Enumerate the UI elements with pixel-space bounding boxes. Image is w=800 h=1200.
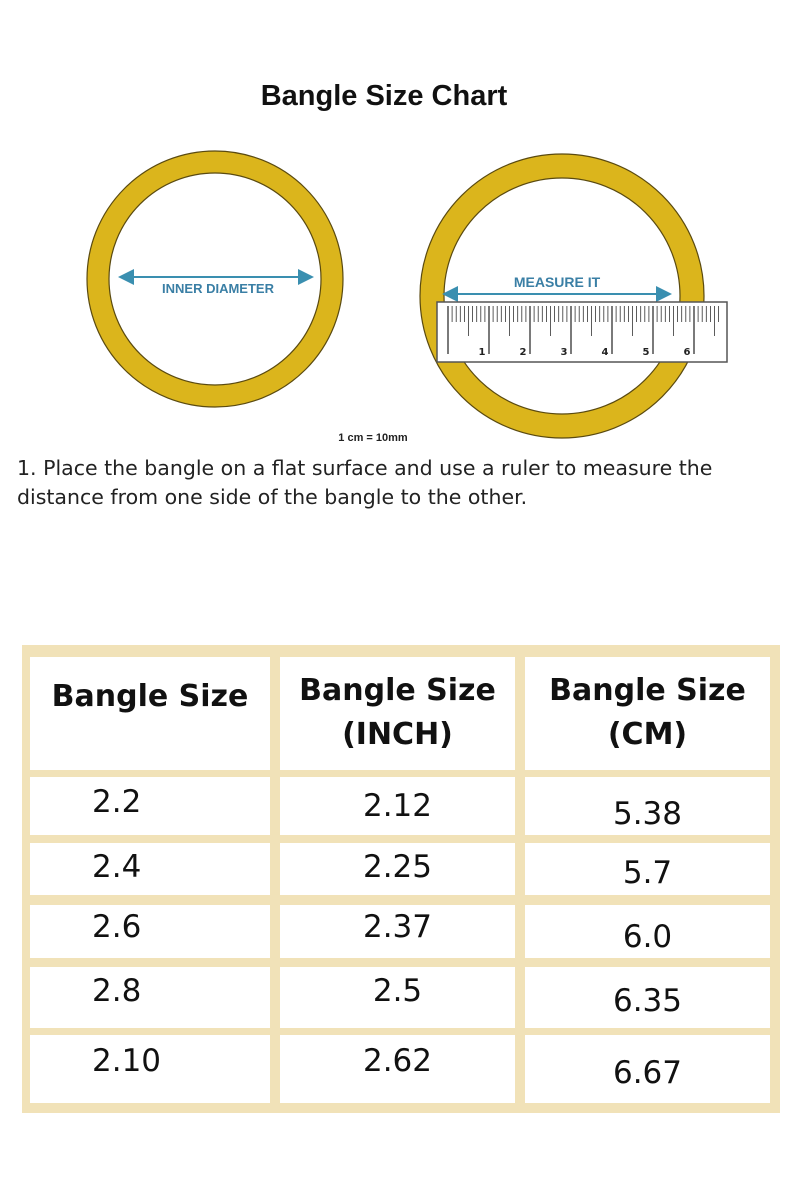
measure-bangle: MEASURE IT 1 2 3 4 5 6	[419, 153, 728, 439]
cell-value: 2.12	[362, 788, 433, 824]
cell-value: 2.5	[372, 973, 423, 1009]
cell-value: 5.38	[612, 796, 683, 832]
header-text: Bangle Size	[51, 679, 249, 714]
table-cell: 5.7	[525, 843, 770, 895]
cell-value: 2.2	[92, 784, 142, 820]
header-bangle-size: Bangle Size	[30, 657, 270, 770]
cell-value: 2.8	[92, 973, 142, 1009]
page-title: Bangle Size Chart	[260, 80, 508, 112]
table-cell: 2.12	[280, 777, 515, 835]
table-cell: 2.25	[280, 843, 515, 895]
ruler-number: 1	[479, 347, 486, 358]
table-cell: 6.35	[525, 967, 770, 1028]
measure-label: MEASURE IT	[514, 274, 601, 290]
scale-note: 1 cm = 10mm	[338, 432, 408, 444]
instruction-text: 1. Place the bangle on a flat surface an…	[17, 456, 713, 509]
ruler-number: 3	[561, 347, 568, 358]
ruler-number: 6	[684, 347, 691, 358]
ruler-number: 5	[643, 347, 650, 358]
table-cell: 6.0	[525, 905, 770, 958]
table-cell: 5.38	[525, 777, 770, 835]
header-text: Bangle Size	[549, 673, 746, 708]
ruler-number: 4	[602, 347, 609, 358]
table-cell: 2.6	[30, 905, 270, 958]
cell-value: 2.62	[362, 1043, 433, 1079]
header-text: Bangle Size	[299, 673, 496, 708]
cell-value: 2.10	[92, 1043, 162, 1079]
header-cm: Bangle Size (CM)	[525, 657, 770, 770]
inner-diameter-label: INNER DIAMETER	[162, 281, 275, 296]
cell-value: 2.25	[362, 849, 433, 885]
cell-value: 6.35	[612, 983, 683, 1019]
table-cell: 2.4	[30, 843, 270, 895]
cell-value: 5.7	[622, 855, 673, 891]
table-cell: 2.10	[30, 1035, 270, 1103]
table-cell: 2.62	[280, 1035, 515, 1103]
cell-value: 6.0	[622, 919, 673, 955]
size-table: Bangle Size Bangle Size (INCH) Bangle Si…	[22, 645, 780, 1113]
table-cell: 2.2	[30, 777, 270, 835]
header-unit: (CM)	[607, 717, 688, 752]
ruler-number: 2	[520, 347, 527, 358]
cell-value: 2.37	[362, 909, 433, 945]
header-unit: (INCH)	[342, 717, 453, 752]
cell-value: 2.6	[92, 909, 142, 945]
ruler	[436, 301, 728, 363]
inner-diameter-bangle: INNER DIAMETER	[86, 150, 344, 408]
header-inch: Bangle Size (INCH)	[280, 657, 515, 770]
table-cell: 2.5	[280, 967, 515, 1028]
table-cell: 2.8	[30, 967, 270, 1028]
cell-value: 2.4	[92, 849, 142, 885]
cell-value: 6.67	[612, 1055, 683, 1091]
bangle-diagram: INNER DIAMETER MEASURE IT 1 2 3 4 5 6 1 cm = …	[86, 150, 728, 444]
table-cell: 6.67	[525, 1035, 770, 1103]
table-cell: 2.37	[280, 905, 515, 958]
